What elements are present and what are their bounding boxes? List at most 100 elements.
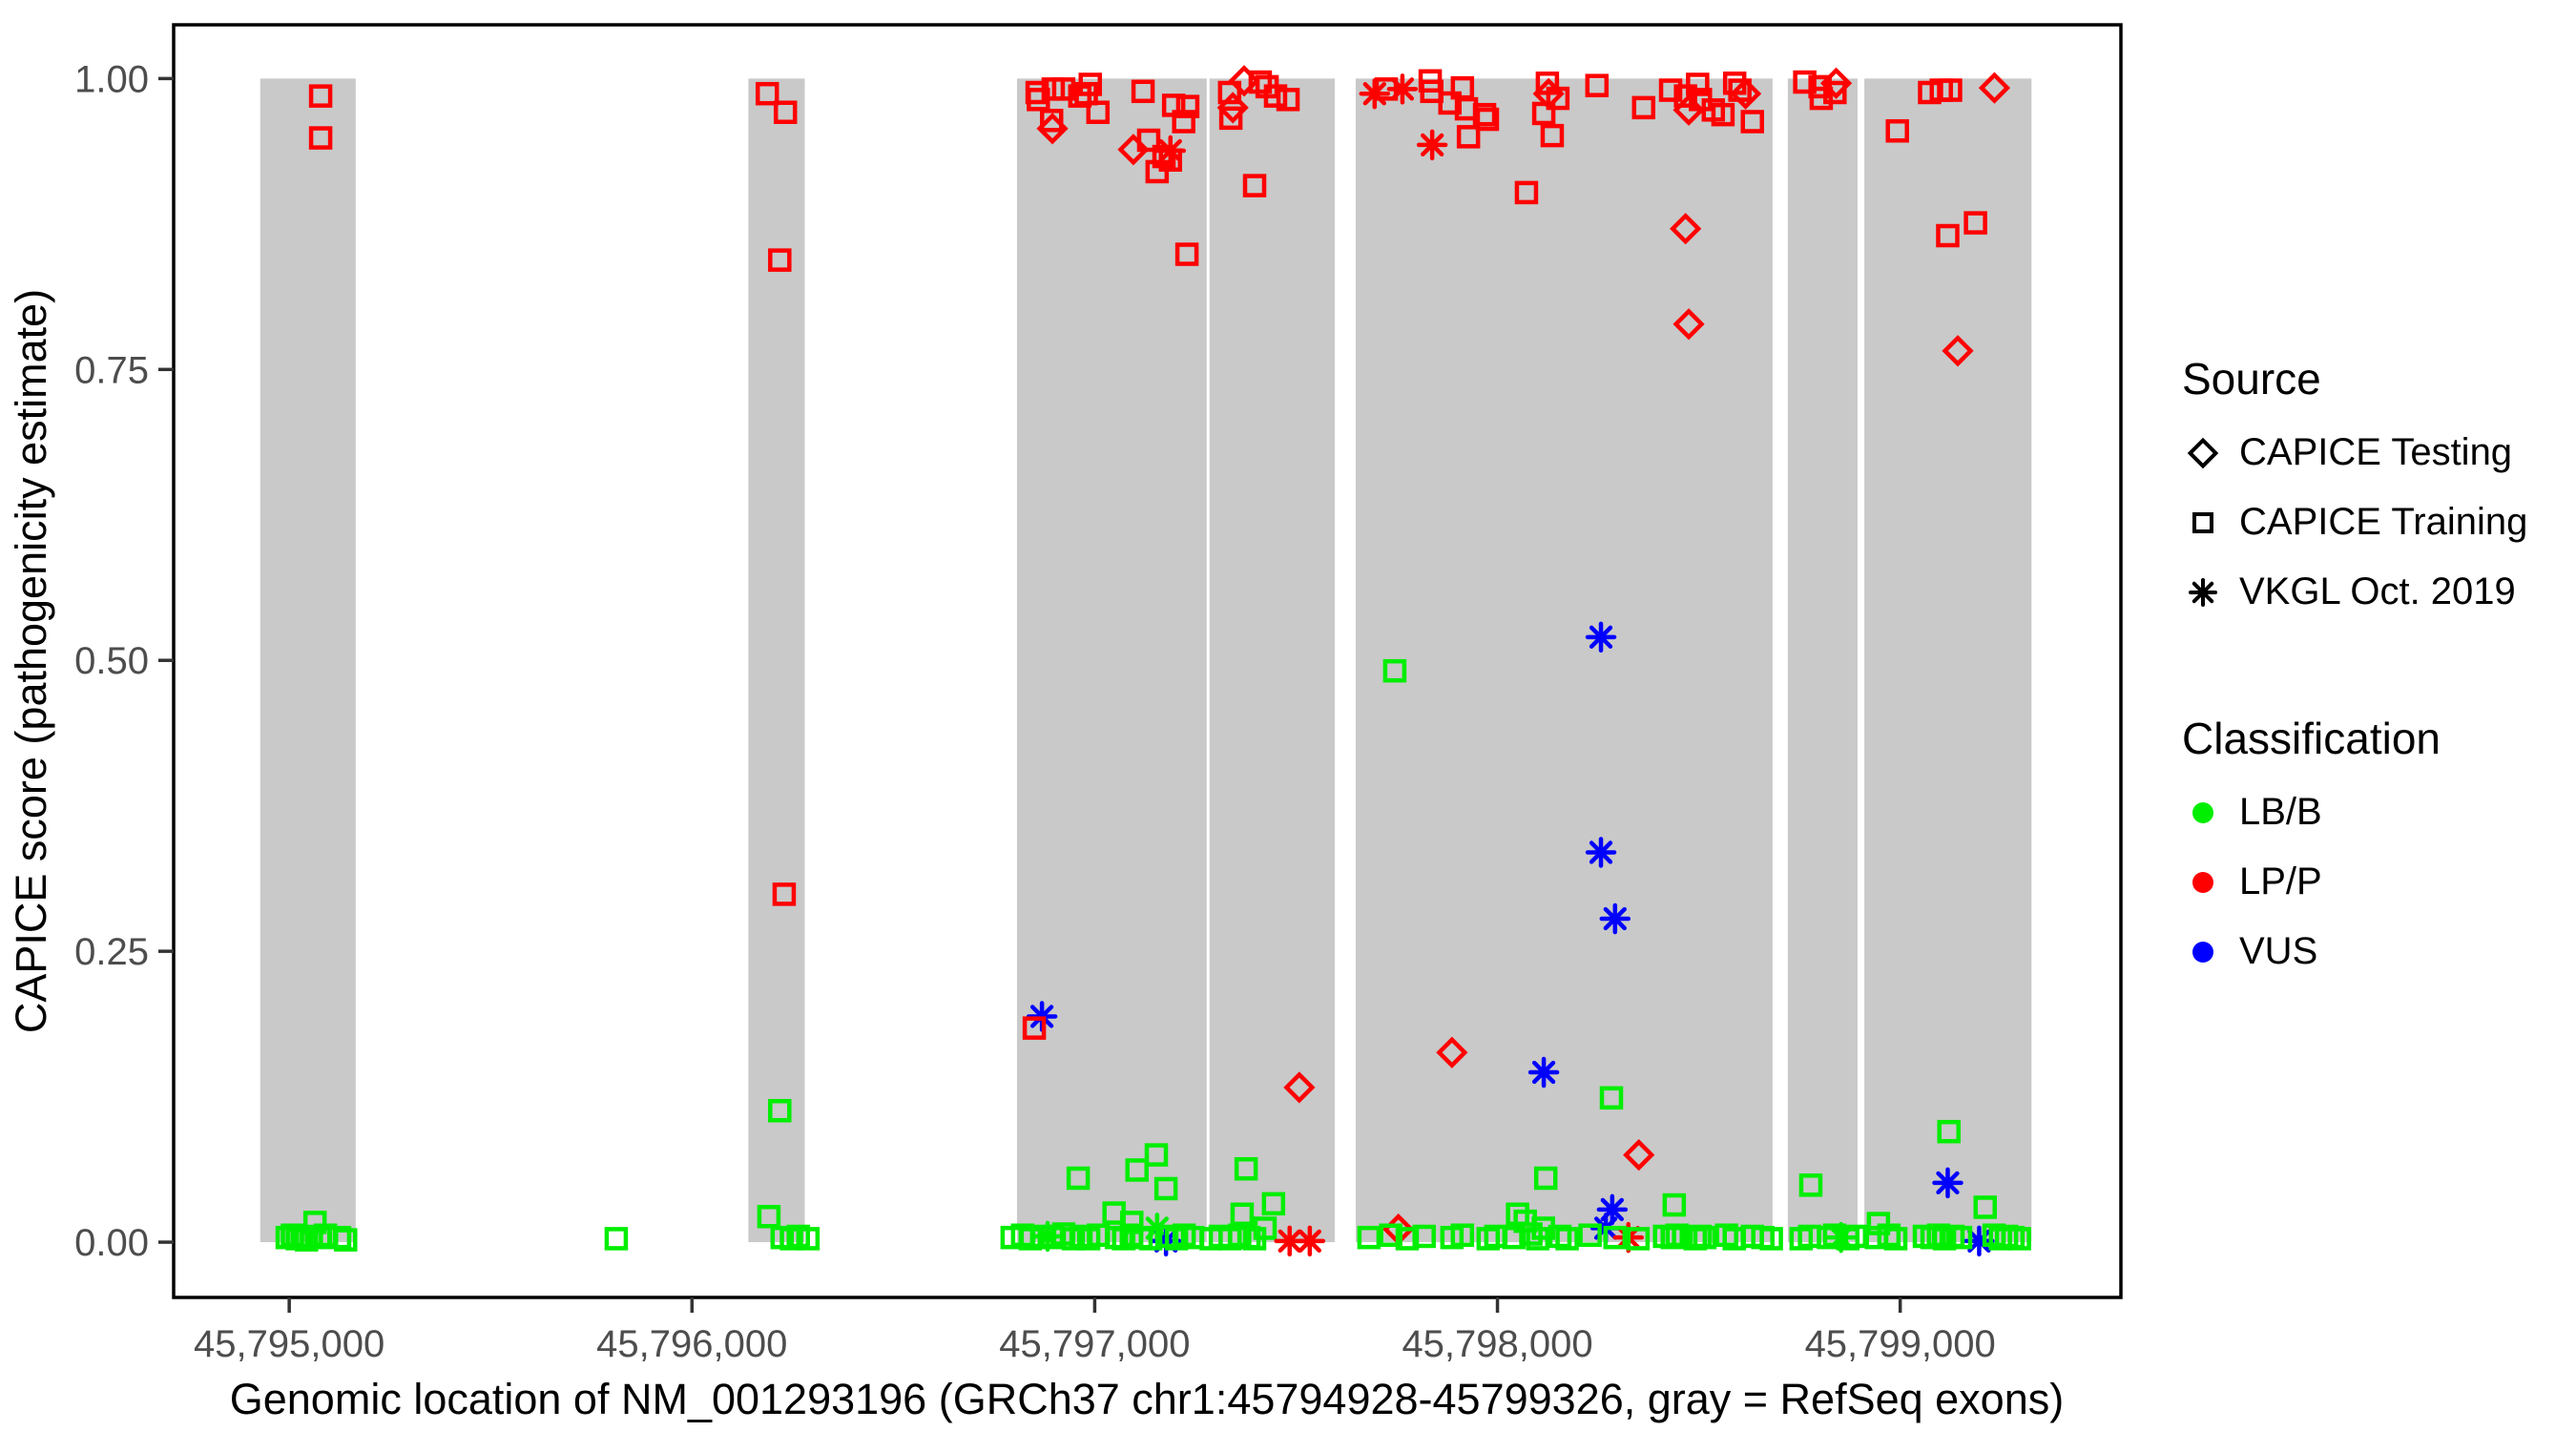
point-square xyxy=(1926,1223,1951,1247)
point-square xyxy=(1693,1225,1717,1250)
x-tick-label: 45,799,000 xyxy=(1805,1323,1996,1365)
green-dot-icon xyxy=(2182,792,2235,834)
exon-band xyxy=(1016,78,1207,1243)
point-square xyxy=(1939,78,1963,102)
point-square xyxy=(1248,70,1273,94)
point-asterisk xyxy=(1825,1221,1857,1254)
point-diamond xyxy=(1283,1071,1316,1104)
point-square xyxy=(1175,94,1200,118)
point-square xyxy=(757,1204,781,1229)
point-square xyxy=(1131,79,1155,104)
point-square xyxy=(1660,1225,1684,1250)
legend-spacer xyxy=(2182,627,2564,713)
exon-band xyxy=(1864,78,2032,1243)
point-diamond xyxy=(1672,93,1705,126)
legend-item-label: CAPICE Training xyxy=(2239,501,2528,543)
point-square xyxy=(1357,1225,1381,1250)
point-square xyxy=(1174,242,1199,266)
point-square xyxy=(1658,78,1683,102)
blue-dot-icon xyxy=(2182,931,2235,973)
point-square xyxy=(1798,1173,1823,1197)
point-asterisk xyxy=(1294,1225,1326,1257)
point-square xyxy=(1585,73,1610,97)
exon-band xyxy=(748,78,805,1243)
legend-item-label: VKGL Oct. 2019 xyxy=(2239,570,2516,612)
point-asterisk xyxy=(1154,135,1187,167)
point-square xyxy=(327,1225,352,1250)
legend-source-title: Source xyxy=(2182,354,2321,404)
x-axis-title: Genomic location of NM_001293196 (GRCh37… xyxy=(230,1375,2064,1423)
point-square xyxy=(1533,1166,1558,1191)
point-square xyxy=(1514,180,1539,205)
red-dot-icon xyxy=(2182,861,2235,903)
point-diamond xyxy=(1117,134,1150,166)
y-tick-label: 0.50 xyxy=(74,640,149,682)
point-square xyxy=(1379,1223,1402,1247)
point-square xyxy=(1242,1227,1267,1251)
point-square xyxy=(1145,159,1170,184)
legend-classification-title: Classification xyxy=(2182,714,2441,763)
point-square xyxy=(333,1228,358,1252)
point-square xyxy=(1051,77,1076,101)
point-square xyxy=(796,1227,821,1251)
asterisk-stroke xyxy=(1603,906,1627,931)
point-square xyxy=(1022,1016,1047,1040)
x-tick-label: 45,797,000 xyxy=(999,1323,1190,1365)
point-asterisk xyxy=(1585,621,1617,653)
point-square xyxy=(1475,107,1500,132)
exon-bands xyxy=(260,78,2032,1243)
point-square xyxy=(1936,223,1960,248)
point-square xyxy=(1276,88,1300,112)
point-square xyxy=(1172,110,1195,134)
legend: Source CAPICE Testing CAPICE Training xyxy=(2182,353,2564,986)
point-diamond xyxy=(1942,335,1974,367)
point-square xyxy=(1885,118,1909,143)
axes: 45,795,000 45,796,000 45,797,000 45,798,000… xyxy=(74,58,1996,1365)
point-square xyxy=(1740,110,1765,134)
point-square xyxy=(1555,1227,1579,1251)
point-asterisk xyxy=(1599,902,1631,935)
point-square xyxy=(1793,70,1817,94)
point-square xyxy=(1948,1225,1973,1250)
point-asterisk xyxy=(1585,837,1617,868)
point-square xyxy=(1382,658,1407,683)
point-diamond xyxy=(1672,308,1705,341)
point-square xyxy=(1261,1192,1286,1216)
asterisk-icon xyxy=(2182,571,2235,613)
legend-item-label: LB/B xyxy=(2239,791,2322,833)
point-square xyxy=(768,1098,792,1123)
x-tick-label: 45,798,000 xyxy=(1402,1323,1592,1365)
legend-item-label: CAPICE Testing xyxy=(2239,431,2513,473)
point-square xyxy=(1234,1156,1258,1181)
point-square xyxy=(772,882,797,906)
point-square xyxy=(1138,1227,1163,1251)
point-square xyxy=(1823,80,1847,105)
exon-band xyxy=(1787,78,1858,1243)
asterisk-stroke xyxy=(1936,1171,1960,1195)
point-square xyxy=(773,100,798,124)
y-tick-label: 1.00 xyxy=(74,58,149,100)
legend-item-vus: VUS xyxy=(2182,917,2564,986)
asterisk-stroke xyxy=(1298,1229,1321,1253)
point-square xyxy=(1603,1225,1628,1250)
y-tick-label: 0.75 xyxy=(74,349,149,391)
legend-item-label: LP/P xyxy=(2239,861,2322,902)
point-diamond xyxy=(1978,72,2011,104)
y-axis-title: CAPICE score (pathogenicity estimate) xyxy=(7,289,55,1033)
point-square xyxy=(1395,1227,1420,1251)
point-square xyxy=(1883,1227,1908,1251)
point-asterisk xyxy=(1527,1056,1560,1089)
point-square xyxy=(1456,125,1481,149)
point-square xyxy=(1502,1225,1527,1250)
x-tick-label: 45,796,000 xyxy=(596,1323,787,1365)
point-square xyxy=(1519,1222,1543,1246)
point-square xyxy=(1963,211,1987,235)
point-square xyxy=(755,81,779,106)
point-square xyxy=(1263,84,1288,108)
point-square xyxy=(1540,123,1565,148)
point-square xyxy=(1472,102,1497,127)
exon-band xyxy=(260,78,356,1243)
point-square xyxy=(1438,91,1462,115)
point-square xyxy=(1973,1195,1997,1219)
